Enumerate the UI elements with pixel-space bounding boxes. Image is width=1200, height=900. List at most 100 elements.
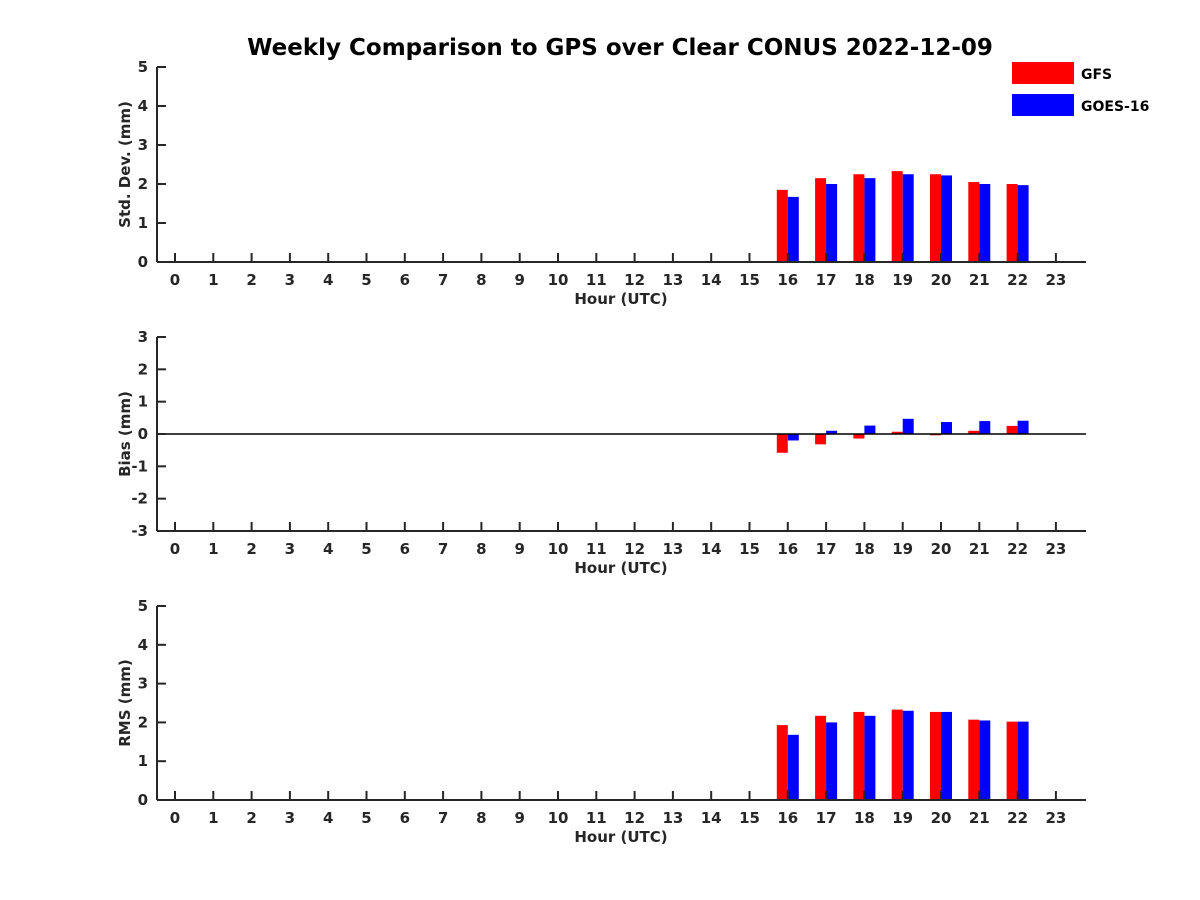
bar-goes16-hour-18 — [864, 425, 876, 434]
y-tick-label: 1 — [138, 393, 148, 411]
x-tick-label: 4 — [323, 271, 333, 289]
x-tick-label: 18 — [854, 809, 875, 827]
y-tick-label: -1 — [131, 457, 148, 475]
y-tick-label: 4 — [138, 636, 148, 654]
x-tick-label: 12 — [624, 809, 645, 827]
x-tick-label: 5 — [361, 809, 371, 827]
y-tick-label: -3 — [131, 522, 148, 540]
bar-goes16-hour-20 — [941, 711, 952, 800]
x-tick-label: 11 — [586, 540, 607, 558]
x-tick-label: 11 — [586, 809, 607, 827]
x-tick-label: 20 — [931, 271, 952, 289]
y-tick-label: -2 — [131, 490, 148, 508]
bar-goes16-hour-16 — [787, 734, 799, 800]
x-tick-label: 9 — [514, 271, 524, 289]
bar-goes16-hour-22 — [1017, 420, 1029, 434]
bar-gfs-hour-17 — [815, 178, 827, 262]
x-tick-label: 13 — [662, 540, 683, 558]
bar-gfs-hour-16 — [776, 434, 788, 453]
x-tick-label: 7 — [438, 271, 448, 289]
bar-goes16-hour-19 — [902, 418, 914, 434]
bar-goes16-hour-22 — [1017, 721, 1029, 800]
legend: GFS GOES-16 — [1012, 62, 1149, 116]
bar-gfs-hour-18 — [853, 174, 865, 262]
x-tick-label: 16 — [777, 271, 798, 289]
x-tick-label: 0 — [170, 271, 180, 289]
y-axis-label: Std. Dev. (mm) — [116, 101, 134, 228]
x-tick-label: 23 — [1045, 271, 1066, 289]
x-tick-label: 2 — [246, 809, 256, 827]
x-tick-label: 22 — [1007, 809, 1028, 827]
bar-gfs-hour-16 — [776, 725, 788, 800]
bar-gfs-hour-17 — [815, 434, 827, 445]
x-tick-label: 10 — [548, 809, 569, 827]
legend-swatch-gfs — [1012, 62, 1074, 84]
x-tick-label: 23 — [1045, 809, 1066, 827]
x-tick-label: 2 — [246, 540, 256, 558]
x-tick-label: 3 — [285, 271, 295, 289]
x-tick-label: 17 — [816, 271, 837, 289]
y-tick-label: 3 — [138, 328, 148, 346]
x-tick-label: 8 — [476, 809, 486, 827]
x-tick-label: 14 — [701, 809, 722, 827]
x-tick-label: 6 — [400, 809, 410, 827]
x-tick-label: 6 — [400, 540, 410, 558]
x-tick-label: 7 — [438, 809, 448, 827]
x-tick-label: 1 — [208, 809, 218, 827]
x-tick-label: 5 — [361, 271, 371, 289]
x-tick-label: 14 — [701, 540, 722, 558]
bar-goes16-hour-21 — [979, 720, 991, 800]
bar-gfs-hour-20 — [930, 711, 941, 800]
x-tick-label: 13 — [662, 271, 683, 289]
y-tick-label: 3 — [138, 675, 148, 693]
x-tick-label: 1 — [208, 271, 218, 289]
x-axis-label: Hour (UTC) — [574, 559, 667, 577]
bar-goes16-hour-20 — [941, 175, 952, 262]
bar-gfs-hour-17 — [815, 715, 827, 800]
x-tick-label: 22 — [1007, 540, 1028, 558]
bar-goes16-hour-17 — [826, 430, 838, 434]
bar-gfs-hour-19 — [891, 431, 903, 434]
y-tick-label: 2 — [138, 713, 148, 731]
y-axis-label: RMS (mm) — [116, 659, 134, 746]
x-tick-label: 21 — [969, 271, 990, 289]
x-tick-label: 15 — [739, 271, 760, 289]
bar-gfs-hour-19 — [891, 171, 903, 262]
x-tick-label: 19 — [892, 271, 913, 289]
x-tick-label: 12 — [624, 540, 645, 558]
x-tick-label: 4 — [323, 809, 333, 827]
bar-gfs-hour-20 — [930, 174, 941, 262]
x-tick-label: 19 — [892, 809, 913, 827]
bar-goes16-hour-19 — [902, 174, 914, 262]
legend-swatch-goes16 — [1012, 94, 1074, 116]
y-tick-label: 1 — [138, 214, 148, 232]
x-tick-label: 3 — [285, 540, 295, 558]
y-tick-label: 0 — [138, 425, 148, 443]
bar-goes16-hour-17 — [826, 722, 838, 800]
bar-goes16-hour-21 — [979, 421, 991, 434]
x-tick-label: 14 — [701, 271, 722, 289]
x-tick-label: 12 — [624, 271, 645, 289]
x-tick-label: 13 — [662, 809, 683, 827]
x-tick-label: 23 — [1045, 540, 1066, 558]
y-tick-label: 5 — [138, 597, 148, 615]
x-tick-label: 8 — [476, 271, 486, 289]
bar-gfs-hour-18 — [853, 434, 865, 439]
y-tick-label: 2 — [138, 175, 148, 193]
bar-goes16-hour-20 — [941, 422, 952, 434]
bar-gfs-hour-21 — [968, 719, 980, 800]
x-tick-label: 11 — [586, 271, 607, 289]
x-tick-label: 9 — [514, 809, 524, 827]
x-tick-label: 0 — [170, 540, 180, 558]
bar-goes16-hour-21 — [979, 184, 991, 262]
bar-gfs-hour-19 — [891, 709, 903, 800]
x-tick-label: 4 — [323, 540, 333, 558]
y-axis-label: Bias (mm) — [116, 391, 134, 477]
x-tick-label: 3 — [285, 809, 295, 827]
x-tick-label: 21 — [969, 809, 990, 827]
x-tick-label: 0 — [170, 809, 180, 827]
bar-goes16-hour-17 — [826, 184, 838, 262]
